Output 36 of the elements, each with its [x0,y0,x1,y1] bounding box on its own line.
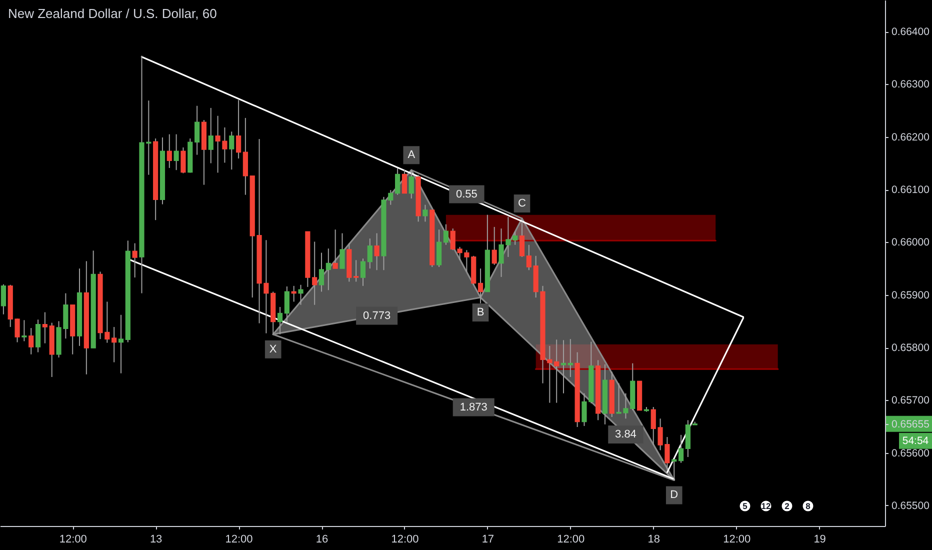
x-tick-label: 12:00 [557,534,585,546]
y-tick-label: 0.65900 [892,289,930,302]
x-tick-label: 12:00 [391,534,419,546]
chart-title: New Zealand Dollar / U.S. Dollar, 60 [8,6,217,21]
y-tick-label: 0.65655 [892,418,930,430]
y-tick-label: 0.65800 [892,342,930,354]
x-tick-label: 16 [316,534,328,546]
y-tick-label: 0.66100 [892,184,930,196]
y-tick-label: 0.66400 [892,26,930,38]
data-label: A [408,149,416,162]
y-tick-label: 0.66200 [892,131,930,144]
series-label: 0.55 [456,188,478,200]
x-tick-label: 12:00 [723,534,751,546]
x-tick-label: 18 [648,534,660,546]
annotation: 12 [761,501,771,511]
y-tick-label: 0.66000 [892,236,930,249]
annotation: 2 [784,501,790,511]
series-label: 1.873 [460,401,488,414]
annotation: 8 [806,501,811,511]
y-tick-label: 0.65600 [892,447,930,460]
x-tick-label: 12:00 [59,534,87,546]
data-label: D [670,489,678,502]
data-label: B [476,306,484,318]
y-tick-label: 0.65500 [892,500,930,512]
series-label: 3.84 [615,428,636,440]
x-tick-label: 13 [150,534,162,546]
data-label: X [269,343,278,356]
text: 54:54 [902,434,929,447]
y-tick-label: 0.66300 [892,78,930,91]
series-label: 0.773 [363,310,391,322]
x-tick-label: 19 [814,534,826,546]
annotation: 5 [742,501,748,511]
y-tick-label: 0.65700 [892,394,930,407]
x-tick-label: 17 [482,534,494,546]
x-tick-label: 12:00 [225,534,253,546]
data-label: C [518,198,526,210]
